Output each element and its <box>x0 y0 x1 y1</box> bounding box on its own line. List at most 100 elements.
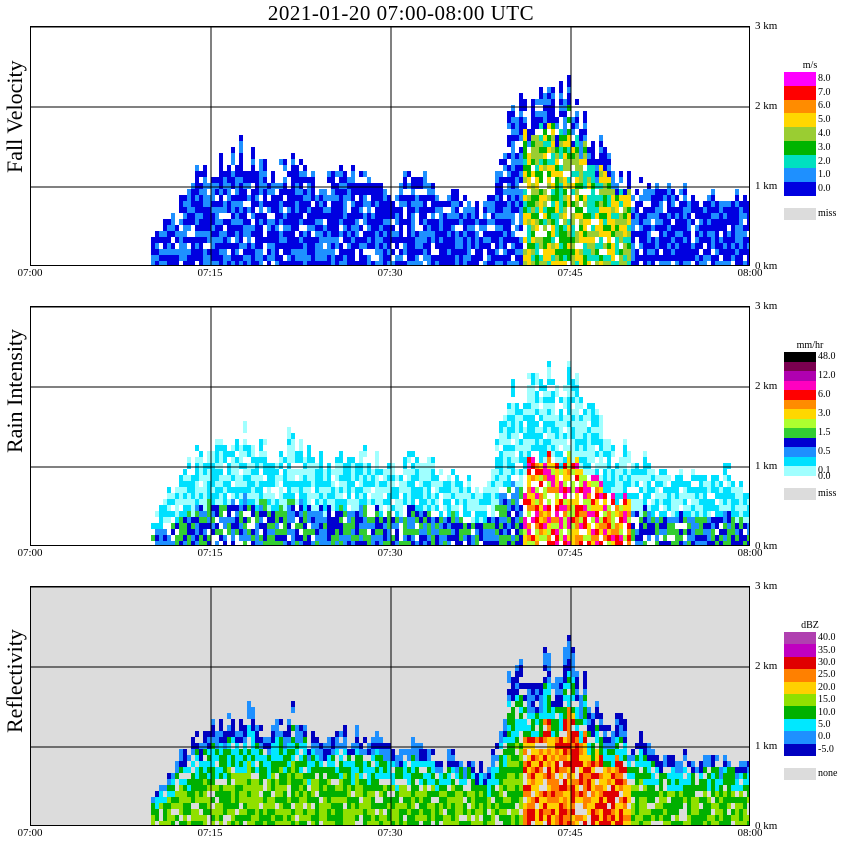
echo-cell <box>503 231 507 237</box>
echo-cell <box>543 243 547 249</box>
echo-cell <box>315 487 319 493</box>
echo-cell <box>199 493 203 499</box>
echo-cell <box>183 529 187 535</box>
echo-cell <box>547 367 551 373</box>
echo-cell <box>411 225 415 231</box>
echo-cell <box>583 237 587 243</box>
echo-cell <box>335 171 339 177</box>
echo-cell <box>463 261 467 265</box>
echo-cell <box>651 207 655 213</box>
echo-cell <box>743 207 747 213</box>
echo-cell <box>247 755 251 761</box>
echo-cell <box>355 493 359 499</box>
echo-cell <box>307 541 311 545</box>
fall-velocity-axis-label: Fall Velocity <box>2 60 27 173</box>
echo-cell <box>619 493 623 499</box>
echo-cell <box>563 219 567 225</box>
echo-cell <box>359 237 363 243</box>
echo-cell <box>619 213 623 219</box>
echo-cell <box>223 523 227 529</box>
echo-cell <box>239 493 243 499</box>
echo-cell <box>651 201 655 207</box>
echo-cell <box>455 529 459 535</box>
echo-cell <box>267 505 271 511</box>
echo-cell <box>251 779 255 785</box>
echo-cell <box>699 493 703 499</box>
echo-cell <box>611 523 615 529</box>
echo-cell <box>507 523 511 529</box>
echo-cell <box>419 511 423 517</box>
echo-cell <box>295 499 299 505</box>
echo-cell <box>335 225 339 231</box>
echo-cell <box>555 165 559 171</box>
echo-cell <box>539 255 543 261</box>
echo-cell <box>155 523 159 529</box>
echo-cell <box>627 207 631 213</box>
echo-cell <box>295 201 299 207</box>
echo-cell <box>627 457 631 463</box>
echo-cell <box>623 517 627 523</box>
echo-cell <box>567 505 571 511</box>
echo-cell <box>531 261 535 265</box>
echo-cell <box>367 219 371 225</box>
echo-cell <box>315 249 319 255</box>
echo-cell <box>391 517 395 523</box>
echo-cell <box>599 523 603 529</box>
echo-cell <box>479 505 483 511</box>
echo-cell <box>163 809 167 815</box>
echo-cell <box>435 231 439 237</box>
echo-cell <box>667 195 671 201</box>
echo-cell <box>355 511 359 517</box>
echo-cell <box>683 207 687 213</box>
echo-cell <box>523 529 527 535</box>
echo-cell <box>383 237 387 243</box>
echo-cell <box>279 463 283 469</box>
echo-cell <box>319 493 323 499</box>
echo-cell <box>583 499 587 505</box>
echo-cell <box>223 517 227 523</box>
echo-cell <box>447 261 451 265</box>
echo-cell <box>327 249 331 255</box>
echo-cell <box>535 183 539 189</box>
echo-cell <box>203 463 207 469</box>
echo-cell <box>591 153 595 159</box>
echo-cell <box>295 207 299 213</box>
echo-cell <box>467 225 471 231</box>
echo-cell <box>295 535 299 541</box>
echo-cell <box>183 749 187 755</box>
echo-cell <box>387 523 391 529</box>
echo-cell <box>199 803 203 809</box>
echo-cell <box>715 249 719 255</box>
echo-cell <box>247 183 251 189</box>
echo-cell <box>623 243 627 249</box>
echo-cell <box>187 255 191 261</box>
echo-cell <box>611 487 615 493</box>
echo-cell <box>567 201 571 207</box>
echo-cell <box>259 159 263 165</box>
echo-cell <box>511 183 515 189</box>
echo-cell <box>607 225 611 231</box>
echo-cell <box>207 481 211 487</box>
echo-cell <box>651 511 655 517</box>
echo-cell <box>327 481 331 487</box>
echo-cell <box>351 183 355 189</box>
echo-cell <box>247 517 251 523</box>
echo-cell <box>287 439 291 445</box>
echo-cell <box>291 725 295 731</box>
echo-cell <box>195 177 199 183</box>
echo-cell <box>399 225 403 231</box>
echo-cell <box>267 493 271 499</box>
echo-cell <box>207 207 211 213</box>
echo-cell <box>335 219 339 225</box>
echo-cell <box>515 511 519 517</box>
echo-cell <box>603 451 607 457</box>
echo-cell <box>303 737 307 743</box>
echo-cell <box>519 511 523 517</box>
echo-cell <box>339 809 343 815</box>
echo-cell <box>583 457 587 463</box>
echo-cell <box>631 493 635 499</box>
echo-cell <box>639 225 643 231</box>
echo-cell <box>487 261 491 265</box>
echo-cell <box>303 725 307 731</box>
echo-cell <box>191 195 195 201</box>
